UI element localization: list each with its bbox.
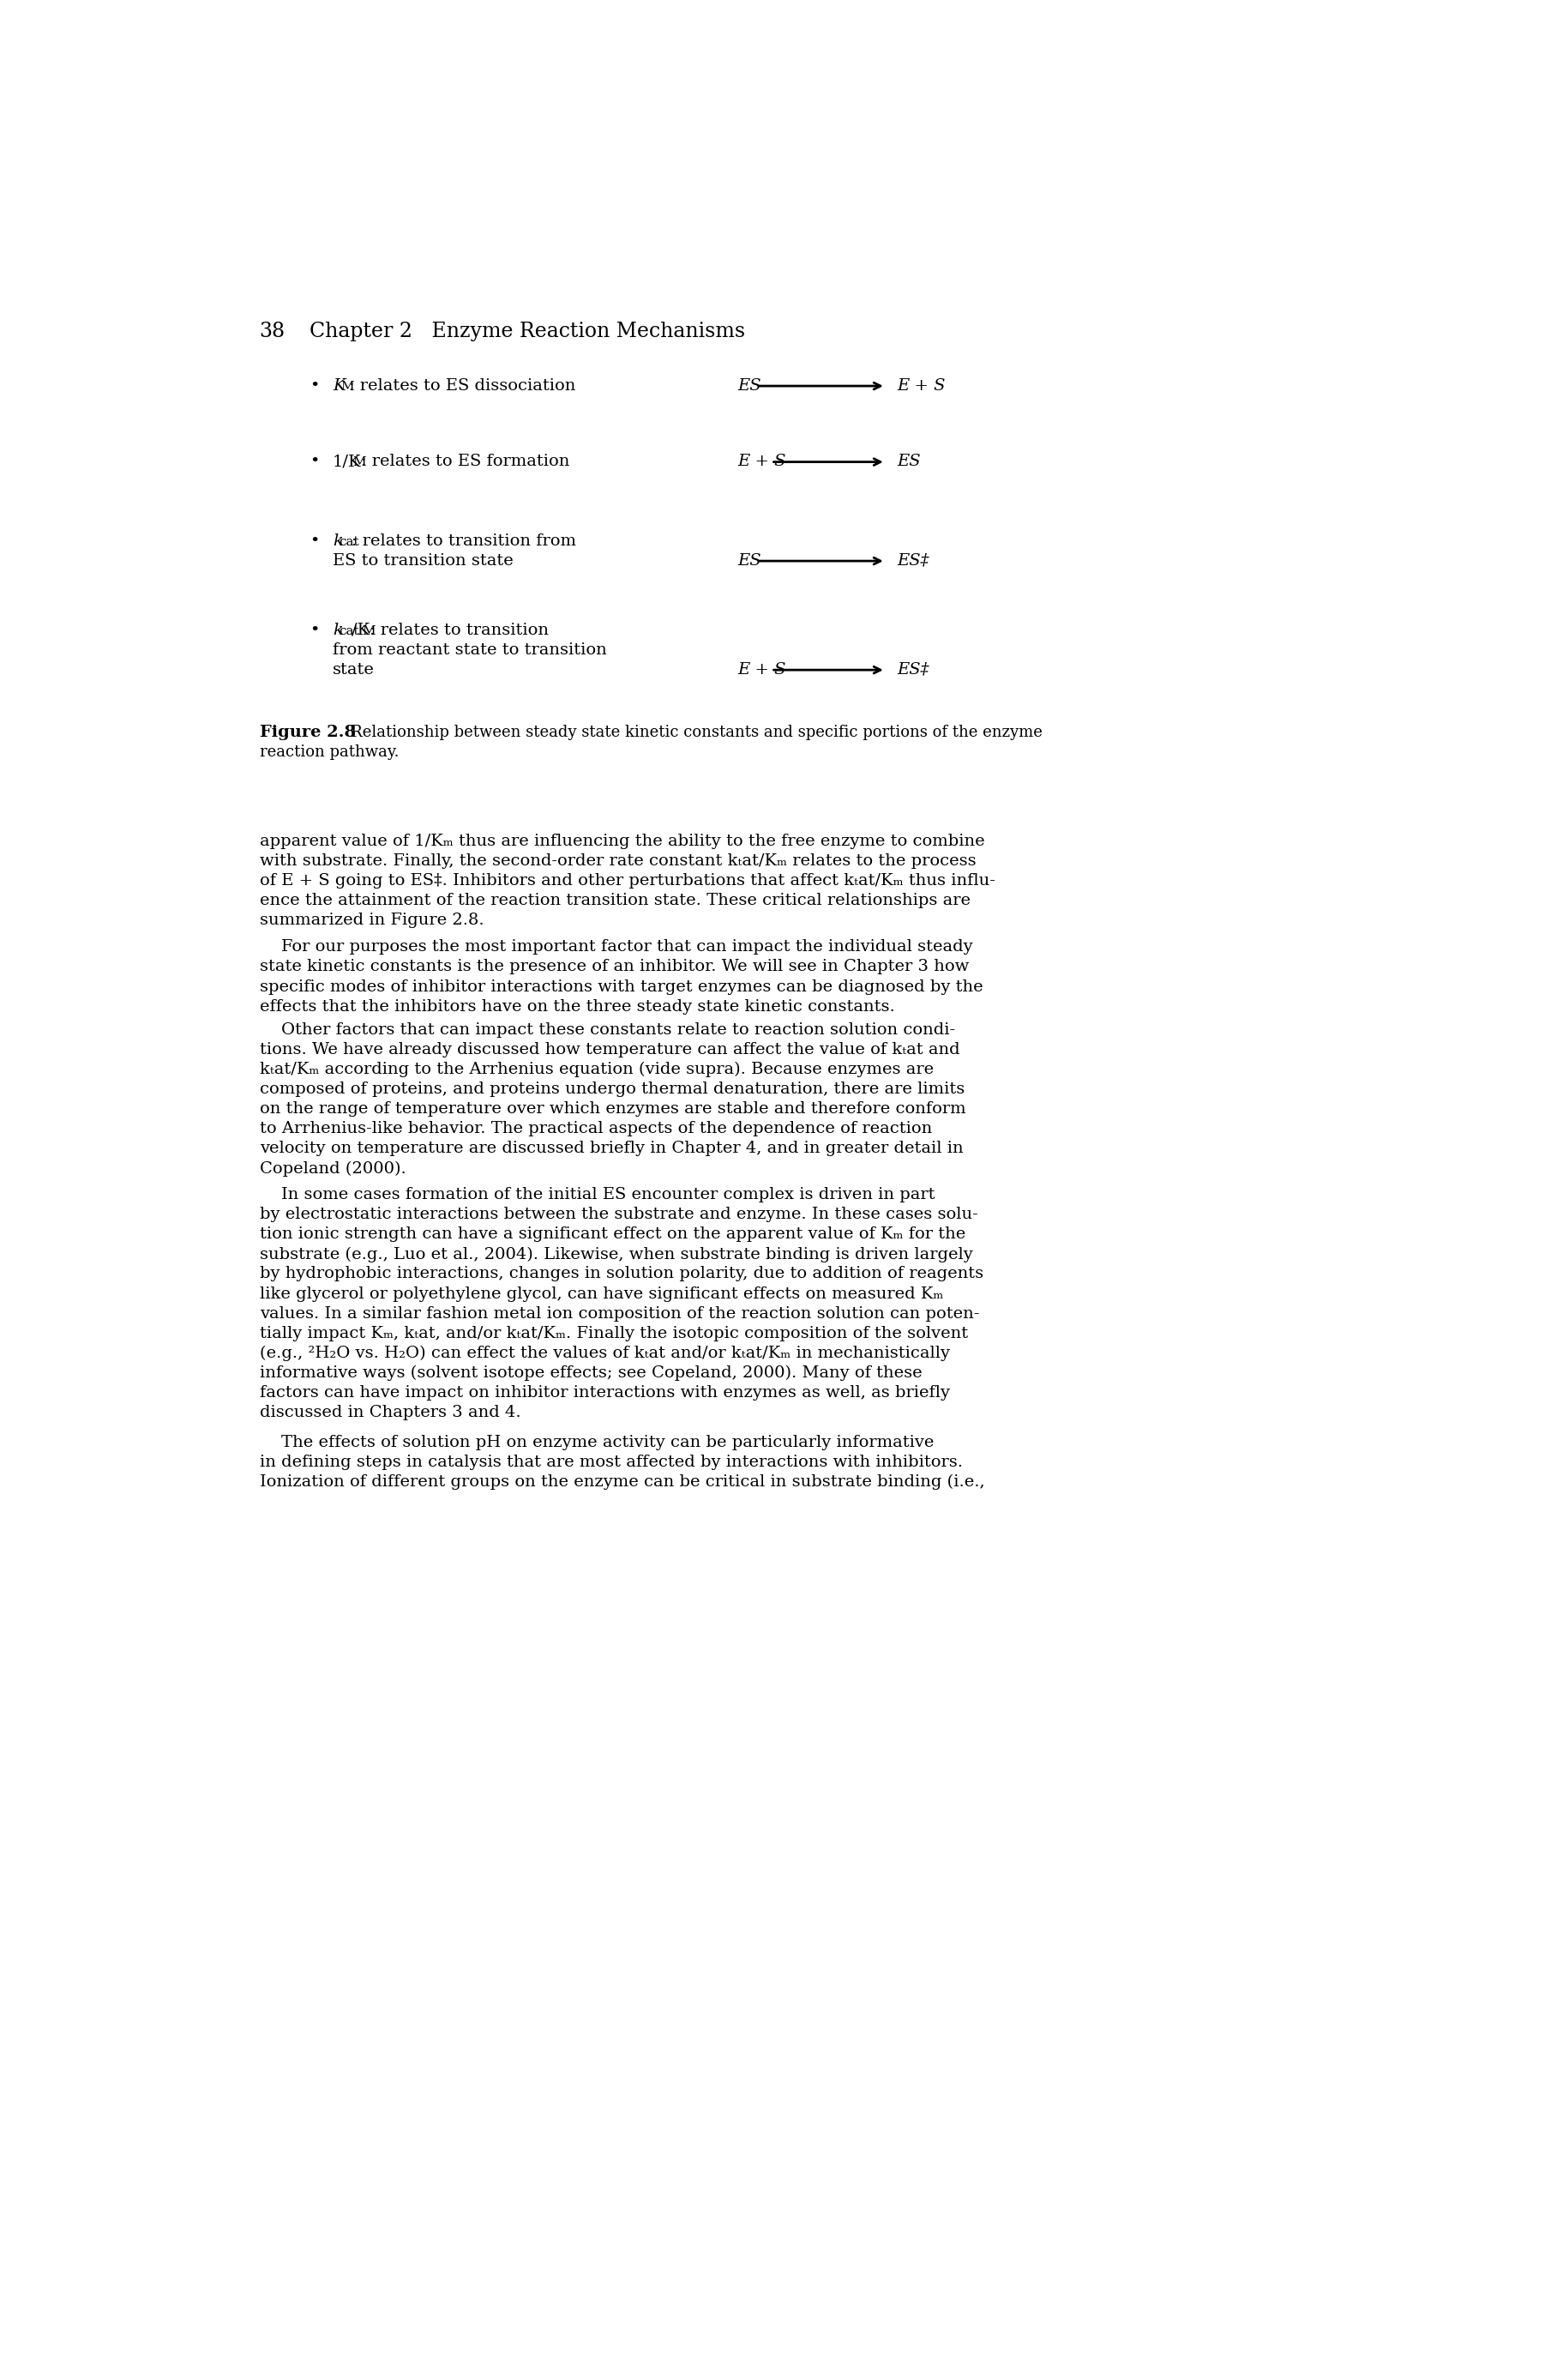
Text: E + S: E + S: [898, 378, 946, 393]
Text: E + S: E + S: [739, 662, 786, 678]
Text: : relates to transition from: : relates to transition from: [351, 533, 576, 550]
Text: discussed in Chapters 3 and 4.: discussed in Chapters 3 and 4.: [260, 1404, 521, 1421]
Text: ES: ES: [739, 378, 762, 393]
Text: specific modes of inhibitor interactions with target enzymes can be diagnosed by: specific modes of inhibitor interactions…: [260, 978, 983, 995]
Text: •: •: [309, 455, 320, 469]
Text: from reactant state to transition: from reactant state to transition: [332, 643, 607, 657]
Text: apparent value of 1/Kₘ thus are influencing the ability to the free enzyme to co: apparent value of 1/Kₘ thus are influenc…: [260, 833, 984, 850]
Text: •: •: [309, 533, 320, 550]
Text: state: state: [332, 662, 374, 678]
Text: ES to transition state: ES to transition state: [332, 552, 513, 569]
Text: with substrate. Finally, the second-order rate constant kₜat/Kₘ relates to the p: with substrate. Finally, the second-orde…: [260, 854, 976, 869]
Text: Ionization of different groups on the enzyme can be critical in substrate bindin: Ionization of different groups on the en…: [260, 1473, 984, 1490]
Text: Chapter 2   Enzyme Reaction Mechanisms: Chapter 2 Enzyme Reaction Mechanisms: [309, 321, 745, 343]
Text: : relates to ES dissociation: : relates to ES dissociation: [349, 378, 575, 393]
Text: ES: ES: [739, 552, 762, 569]
Text: •: •: [309, 378, 320, 393]
Text: on the range of temperature over which enzymes are stable and therefore conform: on the range of temperature over which e…: [260, 1102, 966, 1116]
Text: tially impact Kₘ, kₜat, and/or kₜat/Kₘ. Finally the isotopic composition of the : tially impact Kₘ, kₜat, and/or kₜat/Kₘ. …: [260, 1326, 967, 1342]
Text: summarized in Figure 2.8.: summarized in Figure 2.8.: [260, 914, 484, 928]
Text: : relates to ES formation: : relates to ES formation: [360, 455, 569, 469]
Text: In some cases formation of the initial ES encounter complex is driven in part: In some cases formation of the initial E…: [260, 1188, 935, 1202]
Text: informative ways (solvent isotope effects; see Copeland, 2000). Many of these: informative ways (solvent isotope effect…: [260, 1366, 922, 1380]
Text: ence the attainment of the reaction transition state. These critical relationshi: ence the attainment of the reaction tran…: [260, 892, 970, 909]
Text: 1/K: 1/K: [332, 455, 362, 469]
Text: K: K: [332, 378, 345, 393]
Text: like glycerol or polyethylene glycol, can have significant effects on measured K: like glycerol or polyethylene glycol, ca…: [260, 1285, 944, 1302]
Text: E + S: E + S: [739, 455, 786, 469]
Text: effects that the inhibitors have on the three steady state kinetic constants.: effects that the inhibitors have on the …: [260, 1000, 895, 1014]
Text: to Arrhenius-like behavior. The practical aspects of the dependence of reaction: to Arrhenius-like behavior. The practica…: [260, 1121, 932, 1135]
Text: by electrostatic interactions between the substrate and enzyme. In these cases s: by electrostatic interactions between th…: [260, 1207, 978, 1223]
Text: M: M: [352, 457, 366, 469]
Text: •: •: [309, 624, 320, 638]
Text: substrate (e.g., Luo et al., 2004). Likewise, when substrate binding is driven l: substrate (e.g., Luo et al., 2004). Like…: [260, 1247, 973, 1261]
Text: cat: cat: [338, 626, 358, 638]
Text: (e.g., ²H₂O vs. H₂O) can effect the values of kₜat and/or kₜat/Kₘ in mechanistic: (e.g., ²H₂O vs. H₂O) can effect the valu…: [260, 1345, 950, 1361]
Text: k: k: [332, 624, 343, 638]
Text: M: M: [340, 381, 354, 393]
Text: cat: cat: [338, 536, 358, 547]
Text: The effects of solution pH on enzyme activity can be particularly informative: The effects of solution pH on enzyme act…: [260, 1435, 933, 1449]
Text: reaction pathway.: reaction pathway.: [260, 745, 399, 759]
Text: velocity on temperature are discussed briefly in Chapter 4, and in greater detai: velocity on temperature are discussed br…: [260, 1140, 963, 1157]
Text: by hydrophobic interactions, changes in solution polarity, due to addition of re: by hydrophobic interactions, changes in …: [260, 1266, 983, 1283]
Text: Copeland (2000).: Copeland (2000).: [260, 1161, 406, 1176]
Text: ES: ES: [898, 455, 921, 469]
Text: tion ionic strength can have a significant effect on the apparent value of Kₘ fo: tion ionic strength can have a significa…: [260, 1226, 966, 1242]
Text: of E + S going to ES‡. Inhibitors and other perturbations that affect kₜat/Kₘ th: of E + S going to ES‡. Inhibitors and ot…: [260, 873, 995, 888]
Text: tions. We have already discussed how temperature can affect the value of kₜat an: tions. We have already discussed how tem…: [260, 1042, 959, 1057]
Text: ES‡: ES‡: [898, 552, 930, 569]
Text: Relationship between steady state kinetic constants and specific portions of the: Relationship between steady state kineti…: [335, 726, 1043, 740]
Text: factors can have impact on inhibitor interactions with enzymes as well, as brief: factors can have impact on inhibitor int…: [260, 1385, 950, 1399]
Text: ES‡: ES‡: [898, 662, 930, 678]
Text: : relates to transition: : relates to transition: [369, 624, 548, 638]
Text: Figure 2.8: Figure 2.8: [260, 726, 355, 740]
Text: 38: 38: [260, 321, 286, 343]
Text: values. In a similar fashion metal ion composition of the reaction solution can : values. In a similar fashion metal ion c…: [260, 1307, 980, 1321]
Text: kₜat/Kₘ according to the Arrhenius equation (vide supra). Because enzymes are: kₜat/Kₘ according to the Arrhenius equat…: [260, 1061, 933, 1078]
Text: state kinetic constants is the presence of an inhibitor. We will see in Chapter : state kinetic constants is the presence …: [260, 959, 969, 976]
Text: in defining steps in catalysis that are most affected by interactions with inhib: in defining steps in catalysis that are …: [260, 1454, 963, 1471]
Text: composed of proteins, and proteins undergo thermal denaturation, there are limit: composed of proteins, and proteins under…: [260, 1081, 964, 1097]
Text: /K: /K: [351, 624, 369, 638]
Text: For our purposes the most important factor that can impact the individual steady: For our purposes the most important fact…: [260, 940, 973, 954]
Text: M: M: [362, 626, 375, 638]
Text: Other factors that can impact these constants relate to reaction solution condi-: Other factors that can impact these cons…: [260, 1021, 955, 1038]
Text: k: k: [332, 533, 343, 550]
